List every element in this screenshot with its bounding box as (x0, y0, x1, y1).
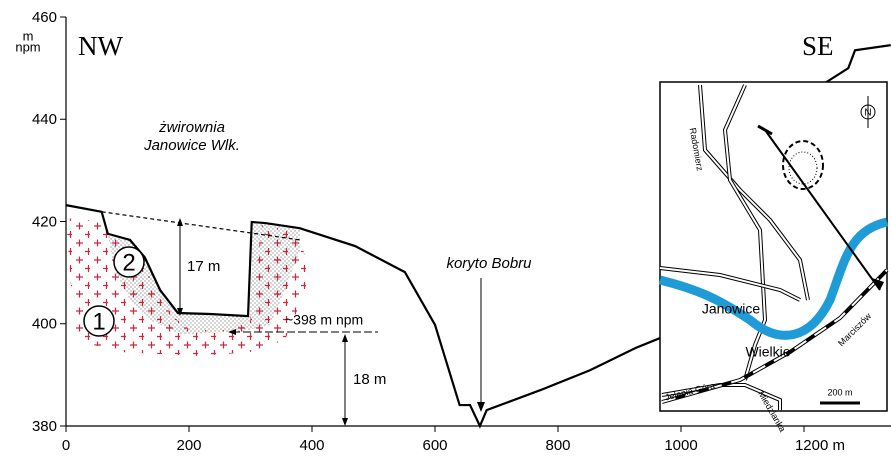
x-tick-label: 0 (62, 437, 70, 454)
x-tick-label: 400 (299, 437, 324, 454)
unit-label: 1 (92, 308, 105, 335)
gravel-mask (110, 214, 252, 316)
x-tick-label: 1000 (664, 437, 697, 454)
map-label: 200 m (827, 387, 852, 397)
x-tick-label: 200 (176, 437, 201, 454)
y-axis-label: m (23, 28, 34, 43)
x-tick-label: 1200 m (795, 437, 845, 454)
inset-map (658, 81, 889, 412)
annotation: 17 m (187, 258, 220, 275)
arrowhead (228, 329, 236, 335)
y-tick-label: 420 (32, 213, 57, 230)
annotation: Janowice Wlk. (143, 137, 240, 154)
gravel-fill (108, 222, 300, 334)
annotation: 18 m (353, 371, 386, 388)
y-tick-label: 400 (32, 316, 57, 333)
profile-line (101, 211, 300, 241)
map-label: N (864, 108, 871, 119)
unit-marker (113, 246, 145, 278)
y-tick-label: 380 (32, 418, 57, 435)
profile-line (821, 44, 891, 86)
annotation: koryto Bobru (446, 255, 532, 272)
unit-marker (83, 305, 115, 337)
map-label: Wielkie (745, 344, 790, 360)
arrowhead (477, 402, 485, 412)
y-tick-label: 440 (32, 111, 57, 128)
x-tick-label: 800 (545, 437, 570, 454)
y-axis-label: npm (15, 39, 40, 54)
annotation: żwirownia (158, 119, 225, 136)
x-tick-label: 600 (422, 437, 447, 454)
map-label: Janowice (702, 301, 761, 317)
unit-label: 2 (122, 249, 135, 276)
direction-label: SE (802, 31, 834, 61)
annotation: ~398 m npm (285, 312, 363, 328)
direction-label: NW (78, 31, 123, 61)
y-tick-label: 460 (32, 9, 57, 26)
